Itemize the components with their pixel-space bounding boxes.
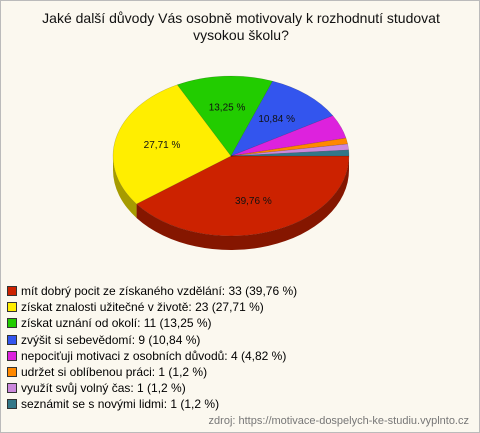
legend-item: nepociťuji motivaci z osobních důvodů: 4… [7,348,297,364]
legend-item: získat znalosti užitečné v životě: 23 (2… [7,299,297,315]
legend: mít dobrý pocit ze získaného vzdělání: 3… [7,283,297,413]
slice [230,149,350,157]
legend-swatch [7,302,17,313]
legend-swatch [7,350,17,361]
legend-label: nepociťuji motivaci z osobních důvodů: 4… [21,348,287,363]
legend-swatch [7,367,17,378]
slice [230,115,347,157]
legend-label: zvýšit si sebevědomí: 9 (10,84 %) [21,332,201,347]
data-label: 13,25 % [209,103,246,114]
source: zdroj: https://motivace-dospelych-ke-stu… [208,415,469,427]
legend-item: mít dobrý pocit ze získaného vzdělání: 3… [7,283,297,299]
legend-label: získat uznání od okolí: 11 (13,25 %) [21,316,212,331]
pie-area: 39,76 % 27,71 % 13,25 % 10,84 % [112,75,350,250]
legend-swatch [7,318,17,329]
slice-side [113,156,137,218]
legend-swatch [7,399,17,410]
legend-item: udržet si oblíbenou práci: 1 (1,2 %) [7,364,297,380]
data-label: 27,71 % [144,140,181,151]
legend-label: získat znalosti užitečné v životě: 23 (2… [21,300,264,315]
data-label: 39,76 % [235,196,272,207]
legend-label: seznámit se s novými lidmi: 1 (1,2 %) [21,397,220,412]
slice [136,155,350,237]
slice [230,80,334,157]
legend-item: zvýšit si sebevědomí: 9 (10,84 %) [7,332,297,348]
chart-title: Jaké další důvody Vás osobně motivovaly … [42,10,440,43]
slice [230,137,348,157]
legend-label: využít svůj volný čas: 1 (1,2 %) [21,381,186,396]
legend-label: mít dobrý pocit ze získaného vzdělání: 3… [21,284,298,299]
legend-swatch [7,286,17,297]
legend-item: získat uznání od okolí: 11 (13,25 %) [7,315,297,331]
legend-swatch [7,334,17,345]
slice [176,75,273,157]
data-label: 10,84 % [258,114,295,125]
legend-item: využít svůj volný čas: 1 (1,2 %) [7,380,297,396]
slice [230,143,349,157]
legend-item: seznámit se s novými lidmi: 1 (1,2 %) [7,396,297,412]
slice [112,84,232,205]
legend-swatch [7,383,17,394]
slice-side [136,156,349,250]
legend-label: udržet si oblíbenou práci: 1 (1,2 %) [21,365,208,380]
